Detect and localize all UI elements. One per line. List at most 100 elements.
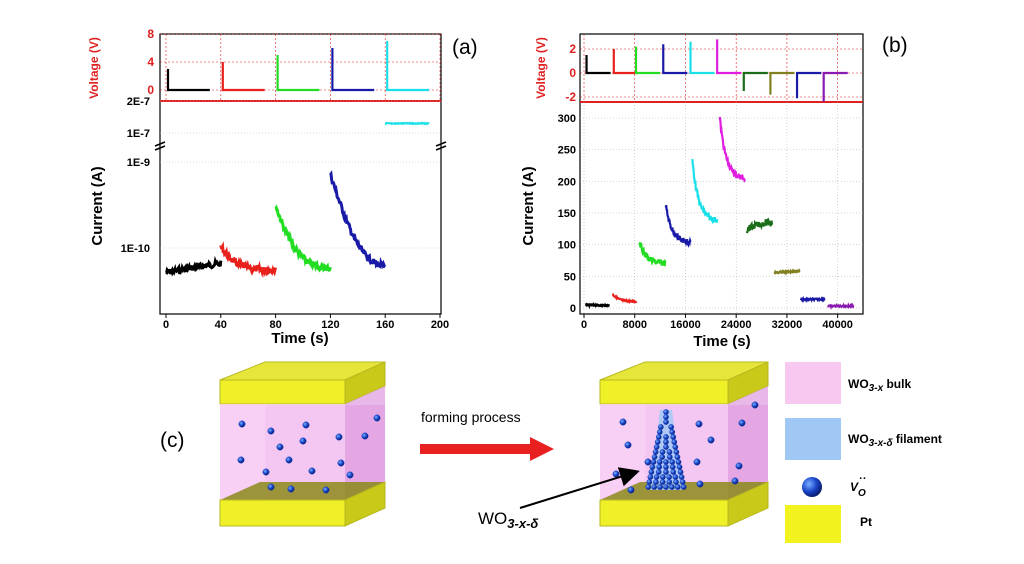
panel-b-marks bbox=[584, 39, 855, 310]
panel-a-voltage-pulse-1 bbox=[221, 62, 265, 92]
filament-vacancy bbox=[669, 429, 676, 435]
oxygen-vacancy bbox=[735, 462, 743, 470]
filament-vacancy bbox=[648, 469, 655, 475]
panel-a-xtick-label: 80 bbox=[269, 319, 281, 331]
filament-vacancy bbox=[673, 479, 679, 485]
panel-b-ctick-label: 150 bbox=[558, 208, 576, 220]
oxygen-vacancy bbox=[696, 480, 704, 488]
filament-vacancy bbox=[663, 484, 669, 490]
oxygen-vacancies-before bbox=[237, 414, 381, 494]
filament-vacancy bbox=[668, 424, 675, 430]
filament-vacancy bbox=[669, 464, 676, 470]
oxygen-vacancy bbox=[285, 456, 293, 464]
filament-vacancy bbox=[653, 479, 659, 485]
filament-vacancy bbox=[676, 464, 683, 470]
filament-vacancy bbox=[663, 439, 669, 445]
panel-b-voltage-pulse-5 bbox=[716, 39, 742, 75]
panel-b-ctick-label: 250 bbox=[558, 145, 576, 157]
cube-after-forming bbox=[599, 361, 769, 527]
panel-a-tick-2e-7: 2E-7 bbox=[127, 96, 150, 108]
filament-vacancy bbox=[679, 479, 686, 485]
bottom-electrode2-side bbox=[727, 481, 769, 527]
top-electrode2-front bbox=[599, 379, 729, 405]
oxygen-vacancy bbox=[346, 471, 354, 479]
legend-swatch-vacancy bbox=[802, 477, 822, 497]
filament-vacancy bbox=[677, 469, 684, 475]
filament-vacancy bbox=[678, 474, 685, 480]
filament-vacancy bbox=[658, 424, 664, 430]
filament-vacancy bbox=[645, 484, 652, 490]
panel-b-voltage-pulse-2 bbox=[634, 46, 661, 75]
bottom-electrode-top bbox=[220, 482, 385, 500]
oxygen-vacancy bbox=[308, 467, 316, 475]
oxygen-vacancy bbox=[695, 420, 703, 428]
oxygen-vacancy bbox=[707, 436, 715, 444]
filament-vacancy bbox=[654, 439, 661, 445]
oxygen-vacancy bbox=[238, 420, 246, 428]
filament-vacancy bbox=[655, 469, 662, 475]
filament-vacancy bbox=[656, 464, 663, 470]
filament-vacancy bbox=[672, 474, 679, 480]
panel-a-current-series-2 bbox=[274, 204, 332, 273]
filament-vacancies bbox=[645, 409, 687, 490]
filament-vacancy bbox=[663, 414, 669, 420]
panel-b-xtick-label: 24000 bbox=[721, 319, 752, 331]
panel-a-vtick-label: 0 bbox=[147, 83, 154, 97]
panel-a-xtick-label: 160 bbox=[376, 319, 394, 331]
panel-a-vtick-label: 4 bbox=[147, 55, 154, 69]
forming-arrow-shape bbox=[420, 437, 554, 461]
oxide2-side bbox=[728, 386, 768, 500]
cube-before-forming bbox=[219, 361, 386, 527]
panel-b-voltage-axis-label: Voltage (V) bbox=[534, 37, 548, 99]
filament-vacancy bbox=[653, 444, 660, 450]
panel-b-voltage-pulse-9 bbox=[822, 71, 848, 102]
panel-a-voltage-pulse-2 bbox=[276, 55, 320, 92]
filament-vacancy bbox=[652, 449, 659, 455]
bottom-electrode2-front bbox=[599, 499, 729, 527]
panel-b-voltage-pulse-8 bbox=[795, 71, 822, 99]
oxygen-vacancy bbox=[751, 401, 759, 409]
panel-a-current-series-3 bbox=[329, 170, 387, 270]
filament-vacancy bbox=[646, 479, 653, 485]
panel-b-voltage-pulse-1 bbox=[612, 49, 638, 75]
oxygen-vacancy bbox=[337, 459, 345, 467]
filament-vacancy bbox=[656, 429, 663, 435]
oxygen-vacancy bbox=[237, 456, 245, 464]
panel-b-ctick-label: 0 bbox=[570, 303, 576, 315]
filament-vacancy bbox=[670, 434, 677, 440]
forming-arrow: forming process bbox=[420, 409, 554, 461]
panel-b-voltage-pulse-4 bbox=[689, 41, 715, 75]
panel-b-voltage-pulse-3 bbox=[662, 44, 688, 75]
panel-b-current-series-7 bbox=[773, 268, 801, 276]
filament-vacancy bbox=[675, 459, 682, 465]
panel-a-current-series-1 bbox=[219, 241, 278, 278]
oxygen-vacancy bbox=[627, 486, 635, 494]
filament-vacancy bbox=[674, 454, 681, 460]
panel-b-label: (b) bbox=[882, 34, 908, 57]
filament-vacancy bbox=[670, 469, 677, 475]
filament-vacancy bbox=[663, 419, 669, 425]
axis-break-marks bbox=[154, 141, 447, 151]
panel-b-current-series-1 bbox=[611, 293, 638, 305]
panel-a-xtick-label: 200 bbox=[431, 319, 449, 331]
panel-a-tick-1e-9: 1E-9 bbox=[127, 157, 150, 169]
oxygen-vacancy bbox=[361, 432, 369, 440]
panel-a-voltage-pulse-0 bbox=[166, 69, 210, 92]
bottom-electrode2-top bbox=[600, 482, 768, 500]
filament-vacancy bbox=[655, 434, 662, 440]
panel-b-xtick-label: 8000 bbox=[622, 319, 646, 331]
legend: WO3-x bulk WO3-x-δ filament VO·· Pt bbox=[785, 362, 942, 543]
filament-vacancy bbox=[669, 459, 676, 465]
panel-b-current-series-2 bbox=[638, 241, 667, 267]
oxygen-vacancy bbox=[644, 458, 652, 466]
oxygen-vacancy bbox=[612, 470, 620, 478]
panel-b-frame bbox=[579, 33, 864, 315]
panel-a-current-series-0 bbox=[165, 255, 223, 277]
filament-vacancy bbox=[651, 484, 658, 490]
oxygen-vacancy bbox=[619, 418, 627, 426]
oxygen-vacancy bbox=[267, 483, 275, 491]
filament-vacancy bbox=[663, 444, 669, 450]
oxygen-vacancy bbox=[302, 421, 310, 429]
legend-swatch-filament bbox=[785, 418, 841, 460]
